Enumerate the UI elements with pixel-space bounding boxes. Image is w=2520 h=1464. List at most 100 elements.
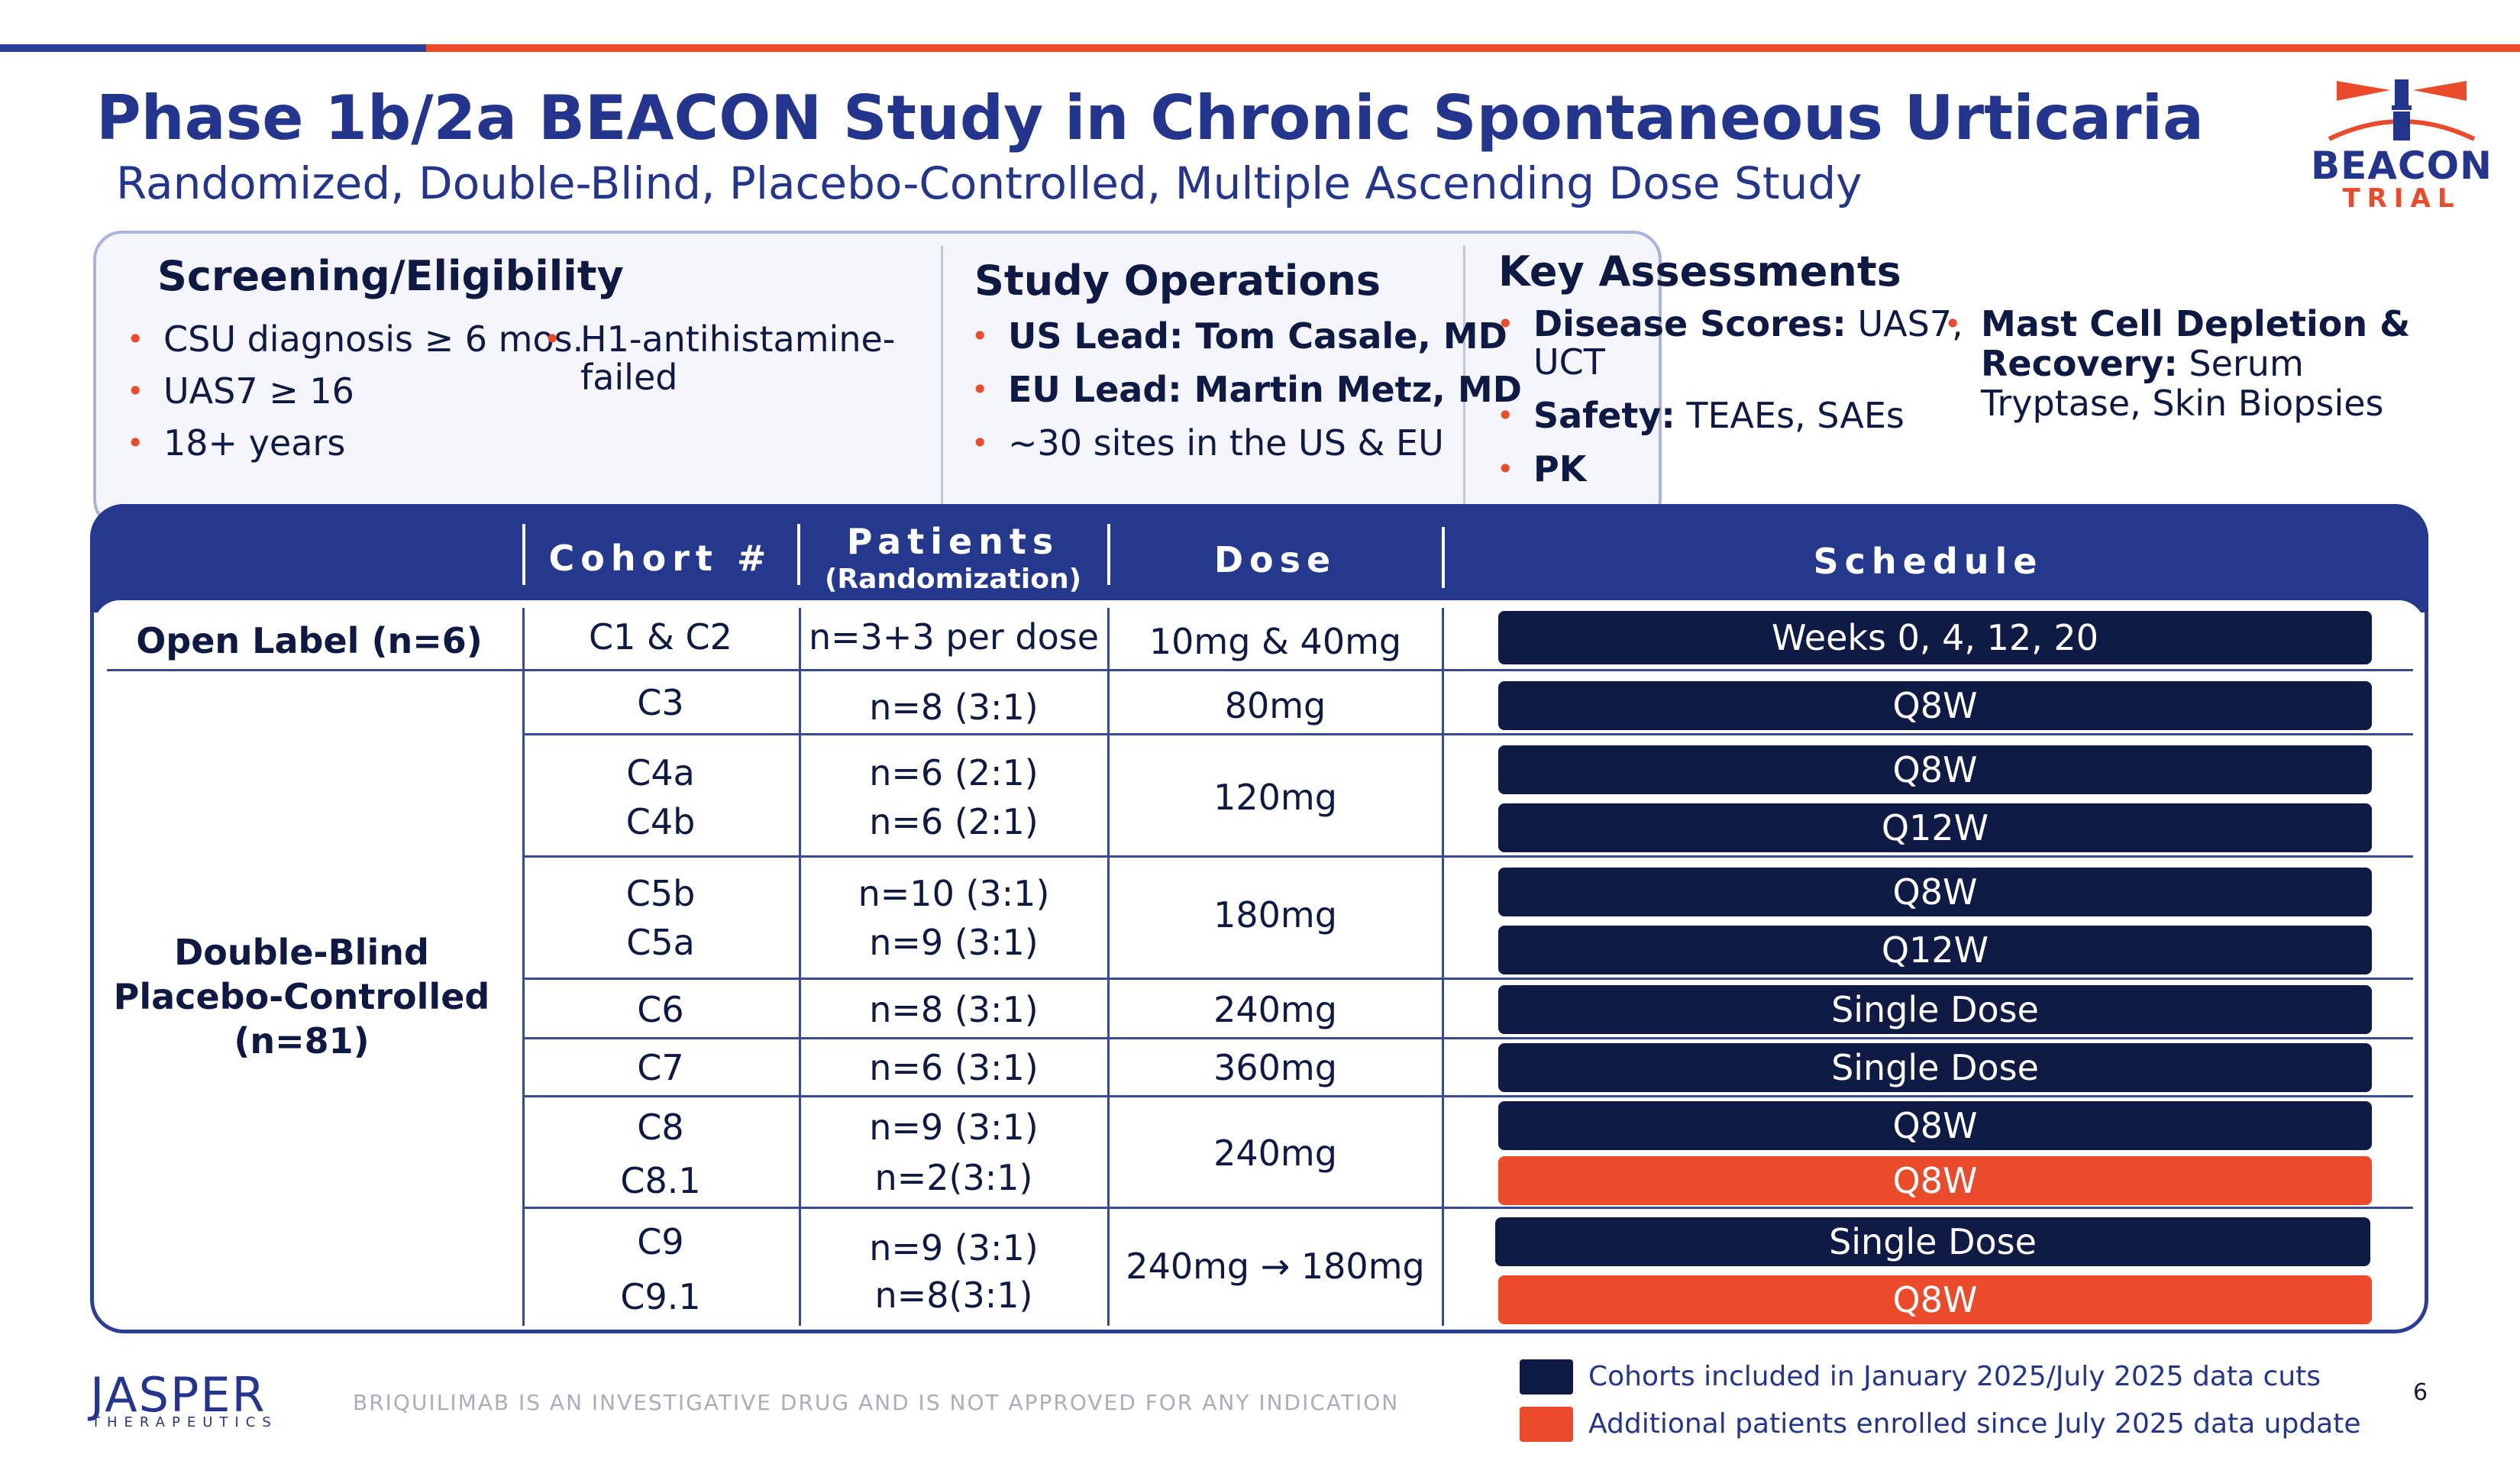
page-number: 6 bbox=[2413, 1379, 2428, 1406]
schedule-bar: Q8W bbox=[1498, 868, 2372, 916]
cell-cohort: C1 & C2 bbox=[589, 616, 732, 658]
cell-cohort: C6 bbox=[637, 989, 684, 1030]
page-title: Phase 1b/2a BEACON Study in Chronic Spon… bbox=[96, 82, 2204, 154]
schedule-bar: Q12W bbox=[1498, 803, 2372, 852]
cell-cohort: C8 bbox=[637, 1107, 684, 1148]
table-header bbox=[90, 504, 2428, 602]
jasper-logo-sub: THERAPEUTICS bbox=[92, 1414, 278, 1430]
cell-patients: n=6 (3:1) bbox=[869, 1047, 1039, 1088]
top-accent-bar-orange bbox=[426, 44, 2520, 52]
assessment-mast-cell-line3: Tryptase, Skin Biopsies bbox=[1981, 383, 2384, 424]
info-panel-divider bbox=[941, 246, 943, 506]
legend-label-navy: Cohorts included in January 2025/July 20… bbox=[1588, 1361, 2321, 1392]
cell-patients: n=8 (3:1) bbox=[869, 989, 1039, 1030]
assessment-mast-cell-line2: Recovery: Serum bbox=[1981, 343, 2304, 384]
cell-cohort: C3 bbox=[637, 682, 684, 723]
cell-dose: 240mg → 180mg bbox=[1126, 1246, 1425, 1287]
cell-dose: 120mg bbox=[1213, 777, 1337, 818]
logo-trial-text: TRIAL bbox=[2342, 183, 2461, 214]
header-cohort: Cohort # bbox=[548, 538, 773, 579]
group-double-blind: Placebo-Controlled bbox=[113, 976, 490, 1017]
operations-heading: Study Operations bbox=[974, 257, 1381, 305]
operations-sites: • ~30 sites in the US & EU bbox=[971, 422, 1444, 464]
schedule-bar: Q8W bbox=[1498, 1101, 2372, 1150]
cell-patients: n=6 (2:1) bbox=[869, 801, 1039, 842]
cell-patients: n=9 (3:1) bbox=[869, 922, 1039, 963]
schedule-bar: Single Dose bbox=[1495, 1217, 2370, 1266]
schedule-bar: Q12W bbox=[1498, 926, 2372, 974]
grid-line bbox=[522, 1095, 2413, 1097]
cell-patients: n=8(3:1) bbox=[874, 1275, 1033, 1316]
header-divider bbox=[522, 524, 525, 585]
group-open-label: Open Label (n=6) bbox=[136, 620, 483, 661]
screening-item: • H1-antihistamine- bbox=[544, 318, 896, 360]
cell-patients: n=2(3:1) bbox=[874, 1157, 1033, 1198]
disclaimer-text: BRIQUILIMAB IS AN INVESTIGATIVE DRUG AND… bbox=[353, 1390, 1400, 1415]
grid-line bbox=[522, 733, 2413, 735]
jasper-logo: JASPER bbox=[90, 1367, 267, 1423]
cell-patients: n=9 (3:1) bbox=[869, 1227, 1039, 1268]
group-double-blind: (n=81) bbox=[234, 1020, 370, 1062]
schedule-bar: Q8W bbox=[1498, 681, 2372, 730]
header-divider bbox=[797, 524, 800, 585]
schedule-bar-new: Q8W bbox=[1498, 1156, 2372, 1205]
screening-item: • UAS7 ≥ 16 bbox=[127, 370, 354, 412]
assessment-safety: • Safety: TEAEs, SAEs bbox=[1497, 395, 1905, 436]
info-panel-divider bbox=[1463, 246, 1465, 506]
cell-dose: 10mg & 40mg bbox=[1149, 621, 1402, 662]
operations-us-lead: • US Lead: Tom Casale, MD bbox=[971, 315, 1507, 357]
screening-heading: Screening/Eligibility bbox=[157, 252, 624, 300]
cell-dose: 180mg bbox=[1213, 894, 1337, 936]
cell-cohort: C4a bbox=[626, 752, 695, 793]
header-schedule: Schedule bbox=[1813, 541, 2043, 582]
cell-patients: n=6 (2:1) bbox=[869, 752, 1039, 793]
screening-item-continuation: failed bbox=[580, 357, 678, 398]
group-double-blind: Double-Blind bbox=[174, 932, 429, 973]
header-divider bbox=[1107, 524, 1110, 585]
grid-line bbox=[522, 855, 2413, 858]
legend-swatch-orange bbox=[1520, 1407, 1573, 1442]
screening-item: • CSU diagnosis ≥ 6 mos. bbox=[127, 318, 584, 360]
grid-line bbox=[522, 608, 525, 1326]
header-divider bbox=[1442, 527, 1445, 588]
beacon-lighthouse-logo-icon bbox=[2328, 79, 2476, 141]
study-info-panel bbox=[93, 231, 1662, 528]
screening-item: • 18+ years bbox=[127, 422, 346, 464]
grid-line bbox=[1107, 608, 1110, 1326]
grid-line bbox=[1442, 608, 1444, 1326]
cell-patients: n=3+3 per dose bbox=[808, 616, 1100, 658]
legend-label-orange: Additional patients enrolled since July … bbox=[1588, 1408, 2361, 1440]
grid-line bbox=[799, 608, 801, 1326]
cell-cohort: C7 bbox=[637, 1047, 684, 1088]
schedule-bar: Q8W bbox=[1498, 745, 2372, 794]
logo-wordmark: BEACON bbox=[2310, 144, 2493, 188]
assessments-heading: Key Assessments bbox=[1498, 247, 1901, 296]
page-subtitle: Randomized, Double-Blind, Placebo-Contro… bbox=[116, 157, 1863, 209]
assessment-pk: • PK bbox=[1497, 448, 1587, 490]
cell-dose: 360mg bbox=[1213, 1047, 1337, 1088]
assessment-disease-scores-continuation: UCT bbox=[1533, 341, 1605, 383]
header-patients: Patients bbox=[846, 521, 1060, 562]
legend-swatch-navy bbox=[1520, 1359, 1573, 1395]
cell-patients: n=8 (3:1) bbox=[869, 687, 1039, 728]
cell-dose: 240mg bbox=[1213, 989, 1337, 1030]
operations-eu-lead: • EU Lead: Martin Metz, MD bbox=[971, 369, 1522, 410]
cell-cohort: C5a bbox=[626, 922, 695, 963]
schedule-bar: Single Dose bbox=[1498, 1043, 2372, 1092]
grid-line bbox=[522, 1037, 2413, 1039]
grid-line bbox=[107, 669, 2413, 671]
cell-cohort: C5b bbox=[625, 873, 696, 914]
assessment-mast-cell: • Mast Cell Depletion & bbox=[1944, 303, 2411, 344]
schedule-bar: Single Dose bbox=[1498, 985, 2372, 1034]
header-patients-sub: (Randomization) bbox=[824, 564, 1082, 595]
assessment-disease-scores: • Disease Scores: UAS7, bbox=[1497, 303, 1963, 344]
cell-cohort: C4b bbox=[625, 801, 696, 842]
top-accent-bar-blue bbox=[0, 44, 426, 52]
cell-cohort: C9.1 bbox=[620, 1276, 701, 1317]
grid-line bbox=[522, 1207, 2413, 1209]
cell-patients: n=9 (3:1) bbox=[869, 1107, 1039, 1148]
cell-cohort: C8.1 bbox=[620, 1160, 701, 1201]
schedule-bar: Weeks 0, 4, 12, 20 bbox=[1498, 611, 2372, 664]
schedule-bar-new: Q8W bbox=[1498, 1275, 2372, 1324]
header-dose: Dose bbox=[1213, 539, 1337, 580]
